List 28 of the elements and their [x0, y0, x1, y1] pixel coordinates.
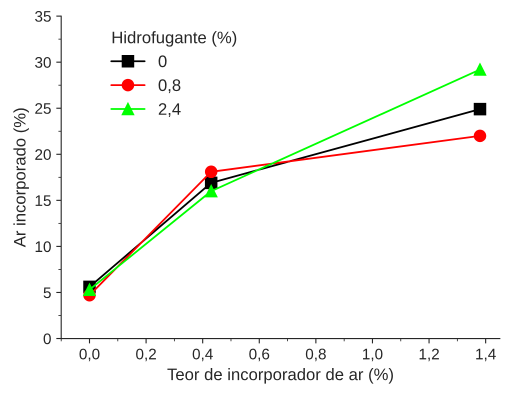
x-tick-label: 1,2 — [420, 348, 439, 362]
x-tick-label: 0,6 — [249, 348, 270, 362]
point — [204, 184, 218, 198]
point — [474, 130, 486, 142]
point — [474, 102, 486, 116]
x-tick-label: 0,0 — [79, 348, 100, 362]
x-tick-label: 0,2 — [136, 348, 156, 362]
y-tick-label: 15 — [36, 195, 51, 206]
legend-label: 0 — [158, 55, 167, 68]
y-tick-label: 30 — [35, 57, 51, 68]
point — [83, 283, 96, 296]
point — [474, 63, 486, 76]
y-tick-label: 35 — [35, 10, 51, 22]
x-axis-title: Teor de incorporador de ar (%) — [167, 368, 393, 384]
x-tick-label: 0,8 — [306, 348, 326, 362]
y-tick-label: 0 — [44, 333, 51, 344]
y-tick-label: 5 — [44, 287, 51, 298]
point — [204, 166, 218, 178]
x-tick-label: 0,4 — [192, 348, 213, 362]
legend-label: 0,8 — [158, 79, 180, 94]
y-tick-label: 20 — [35, 149, 51, 160]
y-tick-label: 25 — [35, 103, 51, 114]
x-tick-label: 1,0 — [363, 348, 382, 362]
y-tick-label: 10 — [36, 241, 51, 252]
legend-title: Hidrofugante (%) — [112, 31, 236, 47]
y-axis-title: Ar incorporado (%) — [13, 108, 29, 248]
legend-label: 2,4 — [158, 103, 181, 117]
x-tick-label: 1,4 — [476, 348, 496, 362]
